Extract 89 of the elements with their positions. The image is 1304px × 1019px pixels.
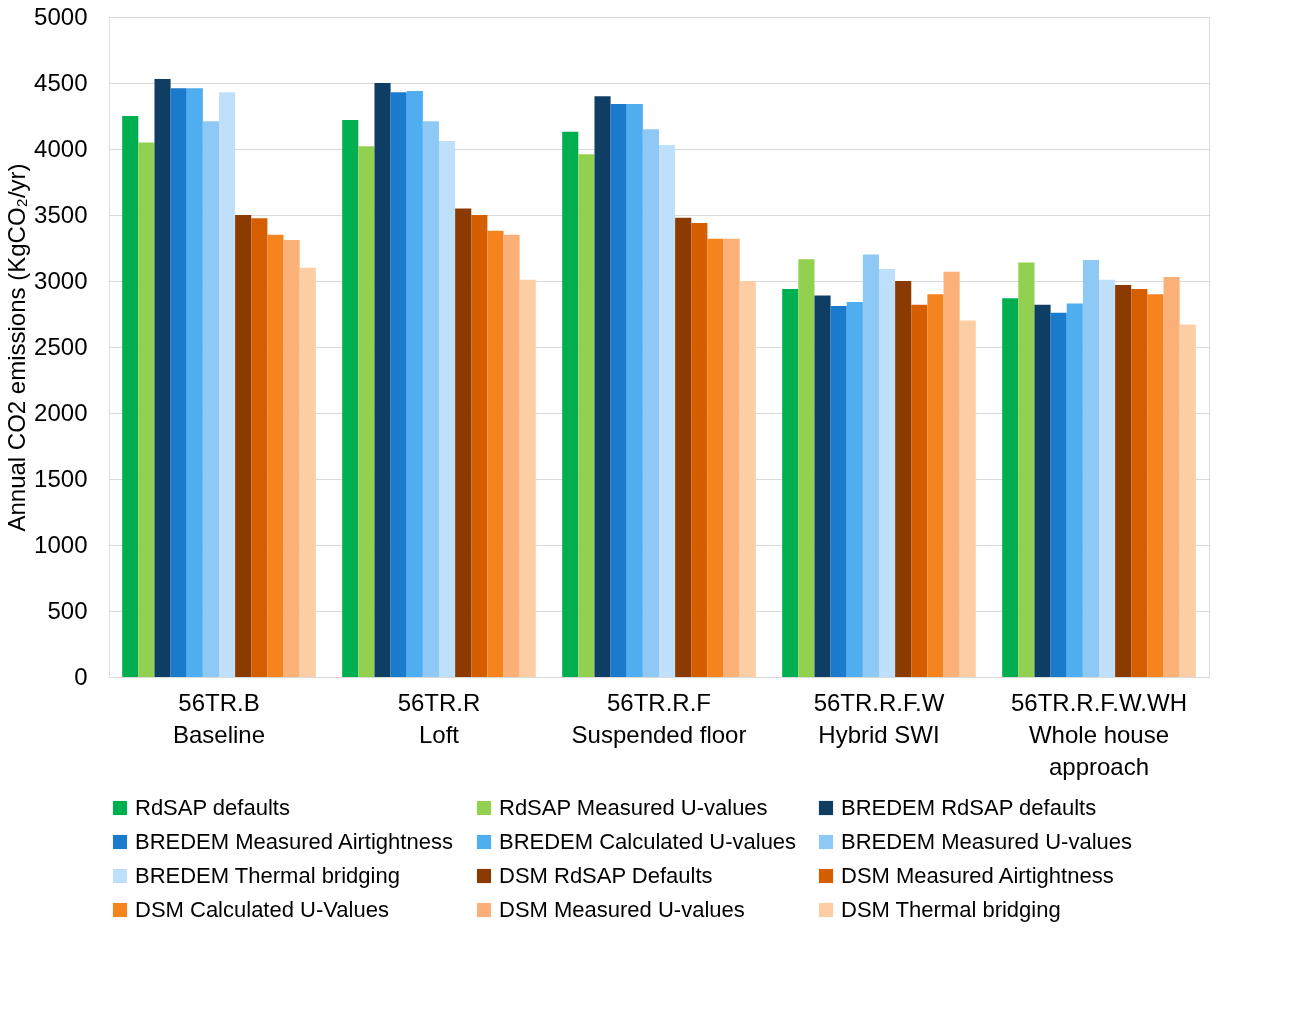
legend-label: DSM Measured Airtightness [841, 863, 1114, 888]
bar [202, 121, 219, 677]
legend-label: BREDEM RdSAP defaults [841, 795, 1097, 820]
bar [122, 116, 139, 677]
bar [186, 88, 203, 677]
bar [1018, 262, 1035, 677]
bar [1115, 284, 1132, 677]
bar [358, 146, 375, 677]
y-tick-label: 2500 [34, 332, 88, 360]
bar [911, 304, 928, 677]
bar [455, 208, 472, 677]
bar [138, 142, 155, 677]
bar [814, 295, 831, 677]
legend-label: RdSAP Measured U-values [499, 795, 768, 820]
bar [1147, 294, 1164, 677]
y-axis-title: Annual CO2 emissions (KgCO₂/yr) [3, 163, 31, 532]
y-tick-label: 4000 [34, 134, 88, 162]
bar [503, 234, 520, 677]
bar [862, 254, 879, 677]
bar [1099, 279, 1116, 677]
x-tick-label: 56TR.R.F.W Hybrid SWI [813, 688, 945, 748]
bar [471, 215, 488, 677]
y-tick-label: 5000 [34, 2, 88, 30]
bar [562, 131, 579, 677]
bar [642, 129, 659, 677]
bar [374, 83, 391, 677]
y-tick-label: 1000 [34, 530, 88, 558]
bar [830, 306, 847, 677]
legend-label: RdSAP defaults [135, 795, 290, 820]
bar [235, 215, 252, 677]
bar [519, 279, 536, 677]
bar [267, 234, 284, 677]
legend-label: BREDEM Measured Airtightness [135, 829, 453, 854]
y-tick-label: 500 [47, 596, 88, 624]
bar [798, 259, 815, 677]
bar [1163, 277, 1180, 677]
bar [342, 119, 359, 677]
bar [879, 269, 896, 677]
bar [691, 222, 708, 677]
bar [610, 104, 627, 677]
legend-label: DSM Calculated U-Values [135, 897, 389, 922]
bar [1082, 259, 1099, 677]
bar [406, 90, 423, 677]
bar [723, 238, 740, 677]
bar [782, 288, 799, 677]
x-tick-label: 56TR.B Baseline [172, 688, 266, 748]
bar [1034, 304, 1051, 677]
bar [1050, 312, 1067, 677]
bar [390, 92, 407, 677]
bar [487, 230, 504, 677]
bar [943, 271, 960, 677]
bar [299, 267, 316, 677]
bar [1179, 324, 1196, 677]
bar [927, 294, 944, 677]
bar [1066, 303, 1083, 677]
bar [1002, 298, 1019, 677]
bar [707, 238, 724, 677]
bar [422, 121, 439, 677]
bar [626, 104, 643, 677]
y-tick-label: 2000 [34, 398, 88, 426]
bar [675, 217, 692, 677]
y-tick-label: 4500 [34, 68, 88, 96]
bar [1131, 288, 1148, 677]
bar [219, 92, 236, 677]
bar [154, 79, 171, 677]
bar [739, 281, 756, 677]
x-tick-label: 56TR.R Loft [397, 688, 481, 748]
y-tick-label: 3500 [34, 200, 88, 228]
bar [594, 96, 611, 677]
y-tick-label: 0 [74, 662, 88, 690]
legend-label: BREDEM Measured U-values [841, 829, 1132, 854]
y-tick-label: 1500 [34, 464, 88, 492]
bar [439, 141, 456, 677]
x-tick-label: 56TR.R.F.W.WH Whole house approach [1010, 688, 1188, 780]
legend-label: BREDEM Calculated U-values [499, 829, 797, 854]
bar [170, 88, 187, 677]
bar [846, 302, 863, 677]
legend-label: DSM Thermal bridging [841, 897, 1061, 922]
bar [283, 240, 300, 677]
legend-label: DSM RdSAP Defaults [499, 863, 713, 888]
bar [659, 145, 676, 677]
bar [578, 154, 595, 677]
bar [959, 320, 976, 677]
legend-label: DSM Measured U-values [499, 897, 745, 922]
x-tick-label: 56TR.R.F Suspended floor [571, 688, 747, 748]
y-tick-label: 3000 [34, 266, 88, 294]
bar [895, 281, 912, 677]
bar [251, 218, 268, 677]
legend-label: BREDEM Thermal bridging [135, 863, 400, 888]
